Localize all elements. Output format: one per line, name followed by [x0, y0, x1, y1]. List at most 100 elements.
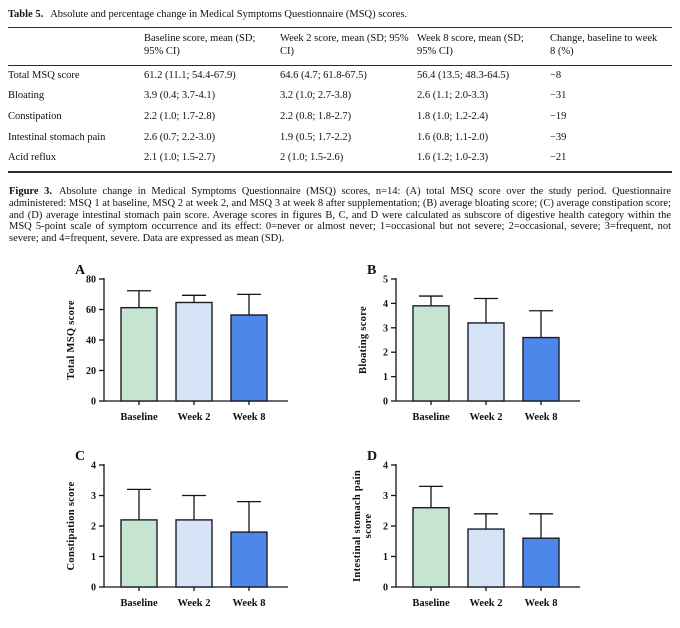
figure-3-caption: Figure 3. Absolute change in Medical Symp…: [9, 186, 671, 245]
bar-baseline: [412, 507, 450, 588]
y-tick-label: 3: [91, 491, 96, 502]
y-tick-label: 1: [383, 552, 388, 563]
y-tick-label: 40: [86, 336, 96, 347]
table-cell: 3.9 (0.4; 3.7-4.1): [144, 90, 216, 102]
table-row: Acid reflux 2.1 (1.0; 1.5-2.7) 2 (1.0; 1.5…: [8, 148, 672, 173]
bar-baseline: [120, 307, 158, 402]
row-label: Constipation: [8, 111, 62, 123]
table-5-title: Table 5. Absolute and percentage change i…: [8, 9, 672, 22]
bar-chart-b: B Bloating score 0 1 2 3 4 5 Baseline Week 2 Week …: [358, 263, 580, 423]
table-body: Total MSQ score 61.2 (11.1; 54.4-67.9) 64.…: [8, 65, 672, 173]
chart-panel-a: A Total MSQ score 0 20 40 60 80 Baseline Week 2 W…: [60, 259, 352, 437]
table-header: Baseline score, mean (SD; 95% CI) Week 2 …: [8, 26, 672, 66]
y-tick-label: 4: [91, 461, 96, 472]
bar-week-2: [467, 322, 505, 402]
table-cell: −21: [550, 148, 672, 173]
y-tick-label: 2: [383, 348, 388, 359]
panel-letter: A: [75, 263, 86, 278]
y-tick-label: 0: [383, 397, 388, 408]
column-header: Change, baseline to week 8 (%): [550, 26, 672, 66]
x-tick-label: Week 8: [233, 412, 266, 423]
bar-week-2: [175, 301, 213, 402]
table-row: Constipation 2.2 (1.0; 1.7-2.8) 2.2 (0.8; …: [8, 107, 672, 128]
table-cell: 2.2 (0.8; 1.8-2.7): [280, 111, 352, 123]
table-cell: 1.6 (0.8; 1.1-2.0): [417, 131, 489, 143]
y-tick-label: 60: [86, 305, 96, 316]
chart-panel-c: C Constipation score 0 1 2 3 4 Baseline Week 2 We…: [60, 445, 352, 623]
table-header-row: Baseline score, mean (SD; 95% CI) Week 2 …: [8, 26, 672, 66]
y-axis-label: Bloating score: [358, 306, 369, 374]
bar-chart-a: A Total MSQ score 0 20 40 60 80 Baseline Week 2 W…: [66, 263, 288, 423]
article-page: Table 5. Absolute and percentage change i…: [0, 9, 680, 623]
y-axis-label: Intestinal stomach pain: [352, 470, 363, 582]
x-tick-label: Baseline: [412, 598, 450, 609]
table-cell: 1.6 (1.2; 1.0-2.3): [417, 148, 550, 173]
table-row: Total MSQ score 61.2 (11.1; 54.4-67.9) 64.…: [8, 65, 672, 86]
y-tick-label: 4: [383, 299, 388, 310]
y-tick-label: 1: [383, 372, 388, 383]
row-label: Total MSQ score: [8, 69, 80, 81]
table-cell: 1.8 (1.0; 1.2-2.4): [417, 111, 489, 123]
table-cell: 64.6 (4.7; 61.8-67.5): [280, 69, 367, 81]
table-cell: 2.1 (1.0; 1.5-2.7): [144, 148, 280, 173]
row-label: Bloating: [8, 90, 45, 102]
y-tick-label: 1: [91, 552, 96, 563]
row-label: Intestinal stomach pain: [8, 131, 106, 143]
x-tick-label: Week 2: [470, 412, 503, 423]
y-tick-label: 2: [91, 522, 96, 533]
x-tick-label: Baseline: [120, 412, 158, 423]
y-tick-label: 2: [383, 522, 388, 533]
bar-week-8: [522, 337, 560, 402]
x-tick-label: Week 8: [233, 598, 266, 609]
column-header: Baseline score, mean (SD; 95% CI): [144, 26, 280, 66]
figure-3-label: Figure 3.: [9, 185, 52, 197]
bar-chart-d: D Intestinal stomach pain score 0 1 2 3 4 Baseli…: [352, 449, 580, 609]
y-tick-label: 80: [86, 275, 96, 286]
x-tick-label: Week 2: [470, 598, 503, 609]
table-cell: −31: [550, 90, 567, 102]
y-tick-label: 0: [91, 583, 96, 594]
y-axis-label: score: [363, 514, 374, 539]
y-tick-label: 4: [383, 461, 388, 472]
y-tick-label: 3: [383, 323, 388, 334]
bar-week-8: [522, 537, 560, 588]
row-label: Acid reflux: [8, 148, 144, 173]
panel-letter: B: [367, 263, 376, 278]
table-cell: 2.6 (0.7; 2.2-3.0): [144, 131, 216, 143]
table-row: Bloating 3.9 (0.4; 3.7-4.1) 3.2 (1.0; 2.7-…: [8, 86, 672, 107]
x-tick-label: Week 2: [178, 598, 211, 609]
table-cell: 1.9 (0.5; 1.7-2.2): [280, 131, 352, 143]
table-cell: 61.2 (11.1; 54.4-67.9): [144, 69, 236, 81]
table-5-title-text: Absolute and percentage change in Medica…: [50, 9, 408, 20]
table-cell: 2.2 (1.0; 1.7-2.8): [144, 111, 216, 123]
y-axis-label: Constipation score: [66, 482, 77, 571]
y-tick-label: 20: [86, 366, 96, 377]
x-tick-label: Week 8: [525, 412, 558, 423]
y-axis-label: Total MSQ score: [66, 300, 77, 380]
bar-week-2: [175, 519, 213, 588]
bar-week-8: [230, 314, 268, 402]
table-5-label: Table 5.: [8, 9, 44, 20]
bar-week-8: [230, 531, 268, 588]
table-cell: −19: [550, 111, 567, 123]
column-header: Week 8 score, mean (SD; 95% CI): [417, 26, 550, 66]
msq-scores-table: Baseline score, mean (SD; 95% CI) Week 2 …: [8, 26, 672, 173]
table-cell: 2.6 (1.1; 2.0-3.3): [417, 90, 489, 102]
bar-baseline: [412, 305, 450, 402]
y-tick-label: 0: [91, 397, 96, 408]
y-tick-label: 0: [383, 583, 388, 594]
y-tick-label: 5: [383, 275, 388, 286]
figure-3-caption-text: Absolute change in Medical Symptoms Ques…: [9, 185, 671, 245]
table-cell: 56.4 (13.5; 48.3-64.5): [417, 69, 510, 81]
table-cell: −39: [550, 131, 567, 143]
bar-chart-c: C Constipation score 0 1 2 3 4 Baseline Week 2 We…: [66, 449, 288, 609]
table-row: Intestinal stomach pain 2.6 (0.7; 2.2-3.0…: [8, 128, 672, 149]
chart-panel-b: B Bloating score 0 1 2 3 4 5 Baseline Week 2 Week …: [352, 259, 644, 437]
table-cell: 2 (1.0; 1.5-2.6): [280, 148, 417, 173]
x-tick-label: Week 8: [525, 598, 558, 609]
y-tick-label: 3: [383, 491, 388, 502]
chart-panel-d: D Intestinal stomach pain score 0 1 2 3 4 Baseli…: [352, 445, 644, 623]
bar-week-2: [467, 528, 505, 588]
column-header: [8, 26, 144, 66]
